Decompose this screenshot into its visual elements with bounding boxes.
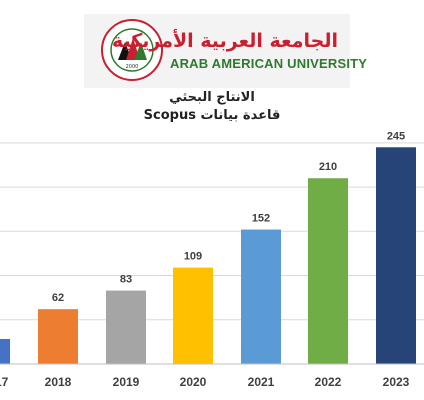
bar — [308, 178, 348, 364]
chart-subtitle: قاعدة بيانات Scopus — [143, 108, 281, 123]
university-seal-icon: 2000 — [101, 19, 163, 81]
logo-arabic-text: الجامعة العربية الأمريكية — [111, 30, 338, 52]
x-tick-label: 2021 — [248, 375, 275, 389]
x-tick-label: 2017 — [0, 375, 9, 389]
logo-english-text: ARAB AMERICAN UNIVERSITY — [170, 56, 368, 71]
bar — [173, 267, 213, 364]
bar — [241, 229, 281, 364]
data-label: 210 — [319, 161, 337, 173]
bar — [38, 309, 78, 364]
x-tick-label: 2018 — [45, 375, 72, 389]
x-tick-label: 2023 — [383, 375, 410, 389]
data-label: 62 — [52, 292, 64, 304]
bar — [0, 339, 10, 364]
x-tick-label: 2019 — [113, 375, 140, 389]
data-label: 152 — [252, 213, 270, 225]
data-label: 245 — [387, 130, 405, 142]
bar — [106, 290, 146, 364]
seal-year: 2000 — [126, 64, 139, 70]
data-label: 109 — [184, 251, 202, 263]
data-label: 83 — [120, 274, 132, 286]
x-tick-label: 2020 — [180, 375, 207, 389]
chart-title: الانتاج البحثي — [169, 90, 255, 105]
x-tick-label: 2022 — [315, 375, 342, 389]
bar — [376, 147, 416, 364]
